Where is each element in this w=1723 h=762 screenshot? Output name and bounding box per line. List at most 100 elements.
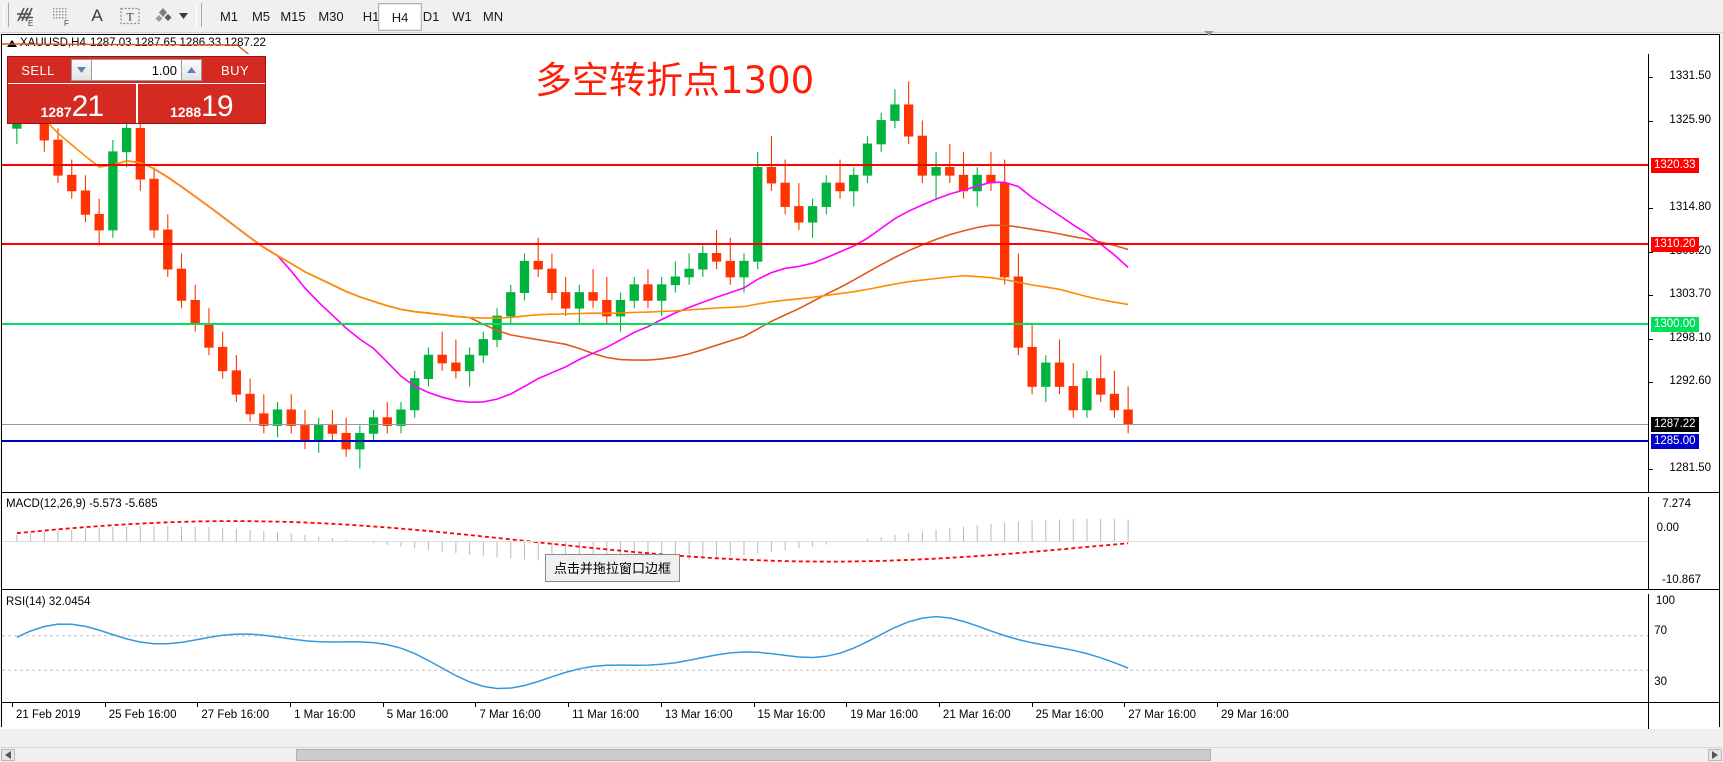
timeframe-h1[interactable]: H1 — [362, 8, 380, 24]
chart-header: XAUUSD,H4 1287.03 1287.65 1286.33 1287.2… — [2, 35, 1719, 57]
last-price-badge[interactable]: 1287.22 — [1651, 416, 1699, 432]
level-1285-badge[interactable]: 1285.00 — [1651, 434, 1699, 450]
time-axis-label: 1 Mar 16:00 — [294, 709, 356, 721]
time-axis-label: 21 Mar 16:00 — [942, 709, 1011, 721]
resistance-line-1320[interactable] — [2, 163, 1649, 166]
macd-axis-max: 7.274 — [1662, 498, 1691, 510]
time-axis-label: 27 Feb 16:00 — [201, 709, 270, 721]
objects-icon[interactable] — [150, 3, 178, 29]
timeframe-m5[interactable]: M5 — [251, 8, 271, 24]
timeframe-m1[interactable]: M1 — [219, 8, 239, 24]
trendline-overlay-icon — [2, 43, 253, 57]
time-axis-label: 27 Mar 16:00 — [1128, 709, 1197, 721]
support-line-1285[interactable] — [2, 440, 1649, 443]
volume-decrement-button[interactable] — [71, 59, 92, 81]
timeframe-m30[interactable]: M30 — [318, 8, 344, 24]
ask-quote[interactable]: 1288 19 — [135, 84, 266, 123]
time-tick — [660, 703, 662, 707]
volume-input[interactable]: 1.00 — [92, 59, 181, 81]
time-tick — [753, 703, 755, 707]
time-axis-separator — [1648, 703, 1649, 729]
chevron-right-icon — [1712, 751, 1718, 759]
chart-window[interactable]: XAUUSD,H4 1287.03 1287.65 1286.33 1287.2… — [1, 34, 1720, 729]
level-1300-badge[interactable]: 1300.00 — [1651, 316, 1699, 332]
toolbar-grip-2[interactable] — [196, 3, 202, 27]
scrollbar-thumb[interactable] — [296, 749, 1211, 761]
price-tick — [1649, 121, 1653, 123]
time-axis-label: 25 Feb 16:00 — [108, 709, 177, 721]
macd-label: MACD(12,26,9) -5.573 -5.685 — [6, 498, 158, 510]
time-axis-label: 13 Mar 16:00 — [664, 709, 733, 721]
time-axis-label: 21 Feb 2019 — [16, 709, 81, 721]
bid-price-major: 1287 — [40, 104, 72, 120]
timeframe-h4[interactable]: H4 — [378, 3, 422, 31]
timeframe-mn[interactable]: MN — [482, 8, 504, 24]
price-tick — [1649, 77, 1653, 79]
macd-axis — [1648, 497, 1649, 589]
volume-increment-button[interactable] — [181, 59, 202, 81]
time-tick — [104, 703, 106, 707]
rsi-axis-30: 30 — [1654, 676, 1667, 688]
macd-axis-zero: 0.00 — [1656, 522, 1679, 534]
price-chart-canvas[interactable] — [2, 54, 1719, 492]
time-tick — [475, 703, 477, 707]
time-tick — [846, 703, 848, 707]
one-click-trading-panel[interactable]: SELL 1.00 BUY 1287 21 1288 19 — [7, 56, 266, 124]
level-1310-badge[interactable]: 1310.20 — [1651, 237, 1699, 253]
level-1320-badge[interactable]: 1320.33 — [1651, 157, 1699, 173]
expert-advisors-icon[interactable]: E — [12, 3, 42, 29]
svg-text:T: T — [126, 10, 134, 24]
chart-annotation-text[interactable]: 多空转折点1300 — [535, 59, 815, 102]
timeframe-d1[interactable]: D1 — [422, 8, 440, 24]
time-axis-label: 29 Mar 16:00 — [1221, 709, 1289, 721]
chart-ohlc-label: 1287.03 1287.65 1286.33 1287.22 — [90, 37, 266, 49]
chevron-left-icon — [5, 751, 11, 759]
horizontal-scrollbar[interactable] — [1, 747, 1722, 762]
sell-button[interactable]: SELL — [21, 62, 55, 78]
macd-canvas[interactable] — [2, 497, 1719, 589]
rsi-canvas[interactable] — [2, 594, 1719, 702]
volume-control[interactable]: 1.00 — [68, 57, 205, 83]
toolbar-grip[interactable] — [3, 3, 9, 27]
price-tick — [1649, 381, 1653, 383]
timeframe-m15[interactable]: M15 — [280, 8, 306, 24]
text-label-icon[interactable]: A — [91, 6, 103, 25]
price-tick — [1649, 251, 1653, 253]
price-tick-label: 1331.50 — [1669, 70, 1711, 83]
price-tick-label: 1281.50 — [1669, 461, 1711, 474]
buy-button[interactable]: BUY — [221, 62, 249, 78]
macd-pane[interactable]: MACD(12,26,9) -5.573 -5.685 7.274 0.00 -… — [2, 497, 1719, 589]
price-pane[interactable]: 1331.501325.901314.801309.201303.701298.… — [2, 54, 1719, 492]
price-tick-label: 1314.80 — [1669, 201, 1711, 214]
svg-text:F: F — [64, 19, 69, 27]
time-tick — [1217, 703, 1218, 707]
resize-tooltip: 点击并拖拉窗口边框 — [545, 554, 681, 582]
resistance-line-1310[interactable] — [2, 243, 1649, 246]
time-tick — [1031, 703, 1033, 707]
ask-price-minor: 19 — [201, 90, 233, 123]
indicators-icon[interactable]: F — [47, 3, 77, 29]
price-tick-label: 1292.60 — [1669, 374, 1711, 387]
symbol-text: XAUUSD — [20, 37, 68, 49]
timeframe-w1[interactable]: W1 — [452, 8, 472, 24]
chart-context-caret-icon[interactable] — [1204, 31, 1214, 36]
macd-axis-min: -10.867 — [1661, 574, 1701, 586]
text-box-icon[interactable]: T — [116, 3, 144, 29]
bid-quote[interactable]: 1287 21 — [8, 84, 136, 123]
time-axis-label: 19 Mar 16:00 — [850, 709, 918, 721]
pivot-line-1300[interactable] — [2, 322, 1649, 325]
time-tick — [197, 703, 199, 707]
price-tick — [1649, 294, 1653, 296]
price-axis — [1648, 54, 1649, 492]
price-tick — [1649, 338, 1653, 340]
price-tick-label: 1298.10 — [1669, 331, 1711, 344]
rsi-pane[interactable]: RSI(14) 32.0454 100 70 30 — [2, 594, 1719, 702]
objects-dropdown-arrow-icon[interactable] — [176, 3, 190, 29]
chevron-up-icon — [187, 67, 196, 73]
svg-text:E: E — [28, 19, 33, 27]
scroll-left-button[interactable] — [1, 749, 15, 761]
trade-panel-quotes: 1287 21 1288 19 — [8, 83, 265, 123]
scroll-right-button[interactable] — [1708, 749, 1722, 761]
ask-price-major: 1288 — [169, 104, 202, 120]
